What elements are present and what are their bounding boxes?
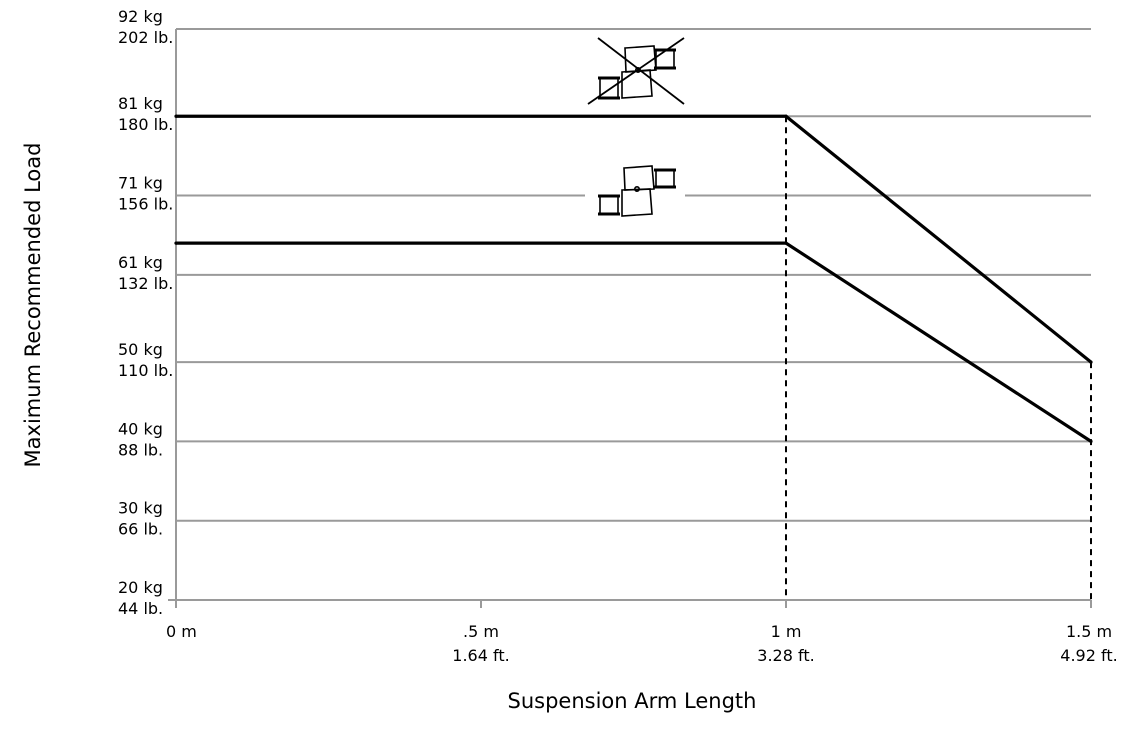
y-tick-kg-71: 71 kg <box>118 174 163 193</box>
double-arm-crossed-icon <box>560 30 710 110</box>
y-tick-kg-50: 50 kg <box>118 340 163 359</box>
y-tick-lb-61: 132 lb. <box>118 274 173 293</box>
series-line-2 <box>176 241 1092 443</box>
y-tick-labels: 20 kg 44 lb. 30 kg 66 lb. 40 kg 88 lb. 50 kg 11… <box>118 7 173 618</box>
x-axis-title: Suspension Arm Length <box>508 689 757 713</box>
series-1-point-0 <box>174 114 178 118</box>
y-tick-kg-92: 92 kg <box>118 7 163 26</box>
y-tick-lb-30: 66 lb. <box>118 520 163 539</box>
x-tick-ft-0.5: 1.64 ft. <box>452 646 509 665</box>
series-1-point-1 <box>784 114 788 118</box>
x-tick-m-0.5: .5 m <box>463 622 499 641</box>
series-2-point-0 <box>174 241 178 245</box>
x-tick-m-0: 0 m <box>166 622 197 641</box>
dashed-reference-lines <box>785 116 1092 600</box>
series-2-point-1 <box>784 241 788 245</box>
y-tick-kg-81: 81 kg <box>118 94 163 113</box>
y-tick-kg-20: 20 kg <box>118 578 163 597</box>
x-tick-labels: 0 m .5 m 1.64 ft. 1 m 3.28 ft. 1.5 m 4.92 ft. <box>166 622 1118 665</box>
x-tick-m-1: 1 m <box>771 622 802 641</box>
y-tick-kg-61: 61 kg <box>118 253 163 272</box>
y-tick-lb-81: 180 lb. <box>118 115 173 134</box>
y-tick-lb-50: 110 lb. <box>118 361 173 380</box>
y-tick-lb-40: 88 lb. <box>118 440 163 459</box>
series-1-point-2 <box>1089 360 1093 364</box>
series-line-1 <box>176 114 1093 364</box>
x-tick-ft-1: 3.28 ft. <box>757 646 814 665</box>
y-tick-lb-20: 44 lb. <box>118 599 163 618</box>
y-tick-kg-40: 40 kg <box>118 419 163 438</box>
series-2-point-2 <box>1089 439 1093 443</box>
y-axis-title: Maximum Recommended Load <box>21 143 45 468</box>
double-arm-icon <box>585 160 685 220</box>
axes <box>168 29 1092 608</box>
y-tick-lb-92: 202 lb. <box>118 28 173 47</box>
x-tick-ft-1.5: 4.92 ft. <box>1060 646 1117 665</box>
load-series <box>174 114 1093 443</box>
y-tick-kg-30: 30 kg <box>118 499 163 518</box>
x-tick-m-1.5: 1.5 m <box>1066 622 1112 641</box>
y-tick-lb-71: 156 lb. <box>118 195 173 214</box>
